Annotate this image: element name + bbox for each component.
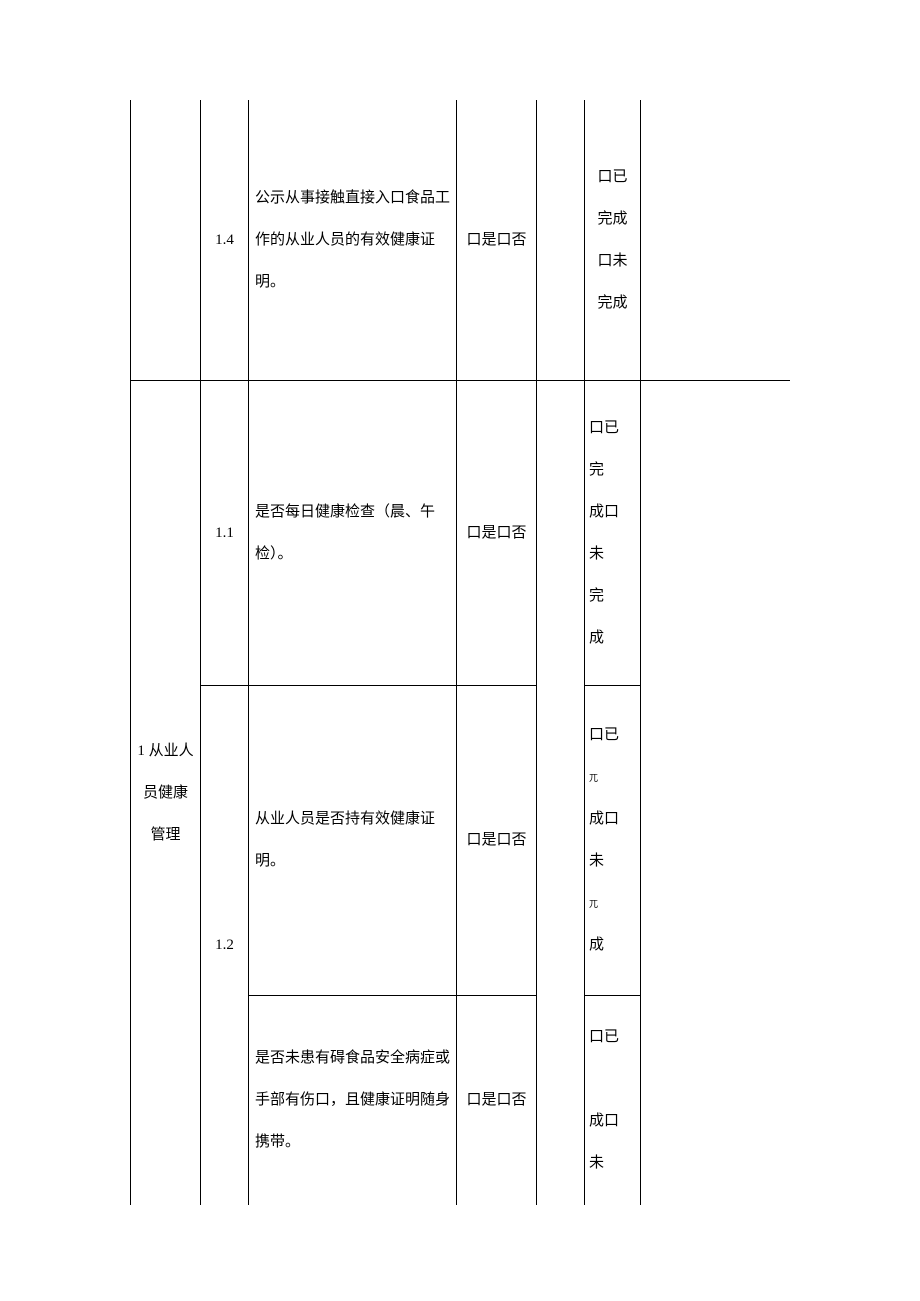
check-text: 口是口否: [457, 813, 536, 867]
done-part: 兀: [589, 773, 598, 783]
item-cell: 公示从事接触直接入口食品工作的从业人员的有效健康证明。: [249, 100, 457, 380]
done-cell: 口已 完 成口 未 完 成: [585, 380, 641, 685]
check-text: 口是口否: [457, 506, 536, 560]
check-cell: 口是口否: [457, 100, 537, 380]
last-cell: [641, 380, 791, 1205]
done-part: 口已: [589, 727, 619, 743]
blank-cell: [537, 380, 585, 1205]
done-cell: 口已完成口未完成: [585, 100, 641, 380]
check-cell: 口是口否: [457, 685, 537, 995]
last-cell: [641, 100, 791, 380]
num-text: 1.1: [201, 506, 248, 560]
num-cell: 1.2: [201, 685, 249, 1205]
inspection-table: 1.4 公示从事接触直接入口食品工作的从业人员的有效健康证明。 口是口否 口已完…: [130, 100, 790, 1205]
done-part: 兀: [589, 899, 598, 909]
item-text: 是否未患有碍食品安全病症或手部有伤口，且健康证明随身携带。: [249, 1031, 456, 1169]
done-cell: 口已 成口 未: [585, 995, 641, 1205]
item-cell: 从业人员是否持有效健康证明。: [249, 685, 457, 995]
done-text: 口已 成口 未: [585, 1006, 640, 1194]
item-text: 公示从事接触直接入口食品工作的从业人员的有效健康证明。: [249, 171, 456, 309]
category-cell: [131, 100, 201, 380]
item-cell: 是否未患有碍食品安全病症或手部有伤口，且健康证明随身携带。: [249, 995, 457, 1205]
done-text: 口已 兀 成口 未 兀 成: [585, 704, 640, 976]
done-text: 口已 完 成口 未 完 成: [585, 397, 640, 669]
item-text: 从业人员是否持有效健康证明。: [249, 792, 456, 888]
num-text: 1.2: [201, 918, 248, 972]
table-row: 1.4 公示从事接触直接入口食品工作的从业人员的有效健康证明。 口是口否 口已完…: [131, 100, 791, 380]
check-cell: 口是口否: [457, 995, 537, 1205]
blank-cell: [537, 100, 585, 380]
category-text: 1 从业人员健康管理: [131, 724, 200, 862]
num-text: 1.4: [201, 213, 248, 267]
done-cell: 口已 兀 成口 未 兀 成: [585, 685, 641, 995]
done-part: 成: [589, 937, 604, 953]
num-cell: 1.4: [201, 100, 249, 380]
category-cell: 1 从业人员健康管理: [131, 380, 201, 1205]
item-text: 是否每日健康检查（晨、午检）。: [249, 485, 456, 581]
num-cell: 1.1: [201, 380, 249, 685]
done-text: 口已完成口未完成: [585, 150, 640, 330]
done-part: 成口: [589, 811, 619, 827]
item-cell: 是否每日健康检查（晨、午检）。: [249, 380, 457, 685]
check-text: 口是口否: [457, 213, 536, 267]
inspection-table-fragment: 1.4 公示从事接触直接入口食品工作的从业人员的有效健康证明。 口是口否 口已完…: [130, 100, 790, 1205]
done-part: 未: [589, 853, 604, 869]
check-cell: 口是口否: [457, 380, 537, 685]
table-row: 1 从业人员健康管理 1.1 是否每日健康检查（晨、午检）。 口是口否 口已 完…: [131, 380, 791, 685]
check-text: 口是口否: [457, 1073, 536, 1127]
